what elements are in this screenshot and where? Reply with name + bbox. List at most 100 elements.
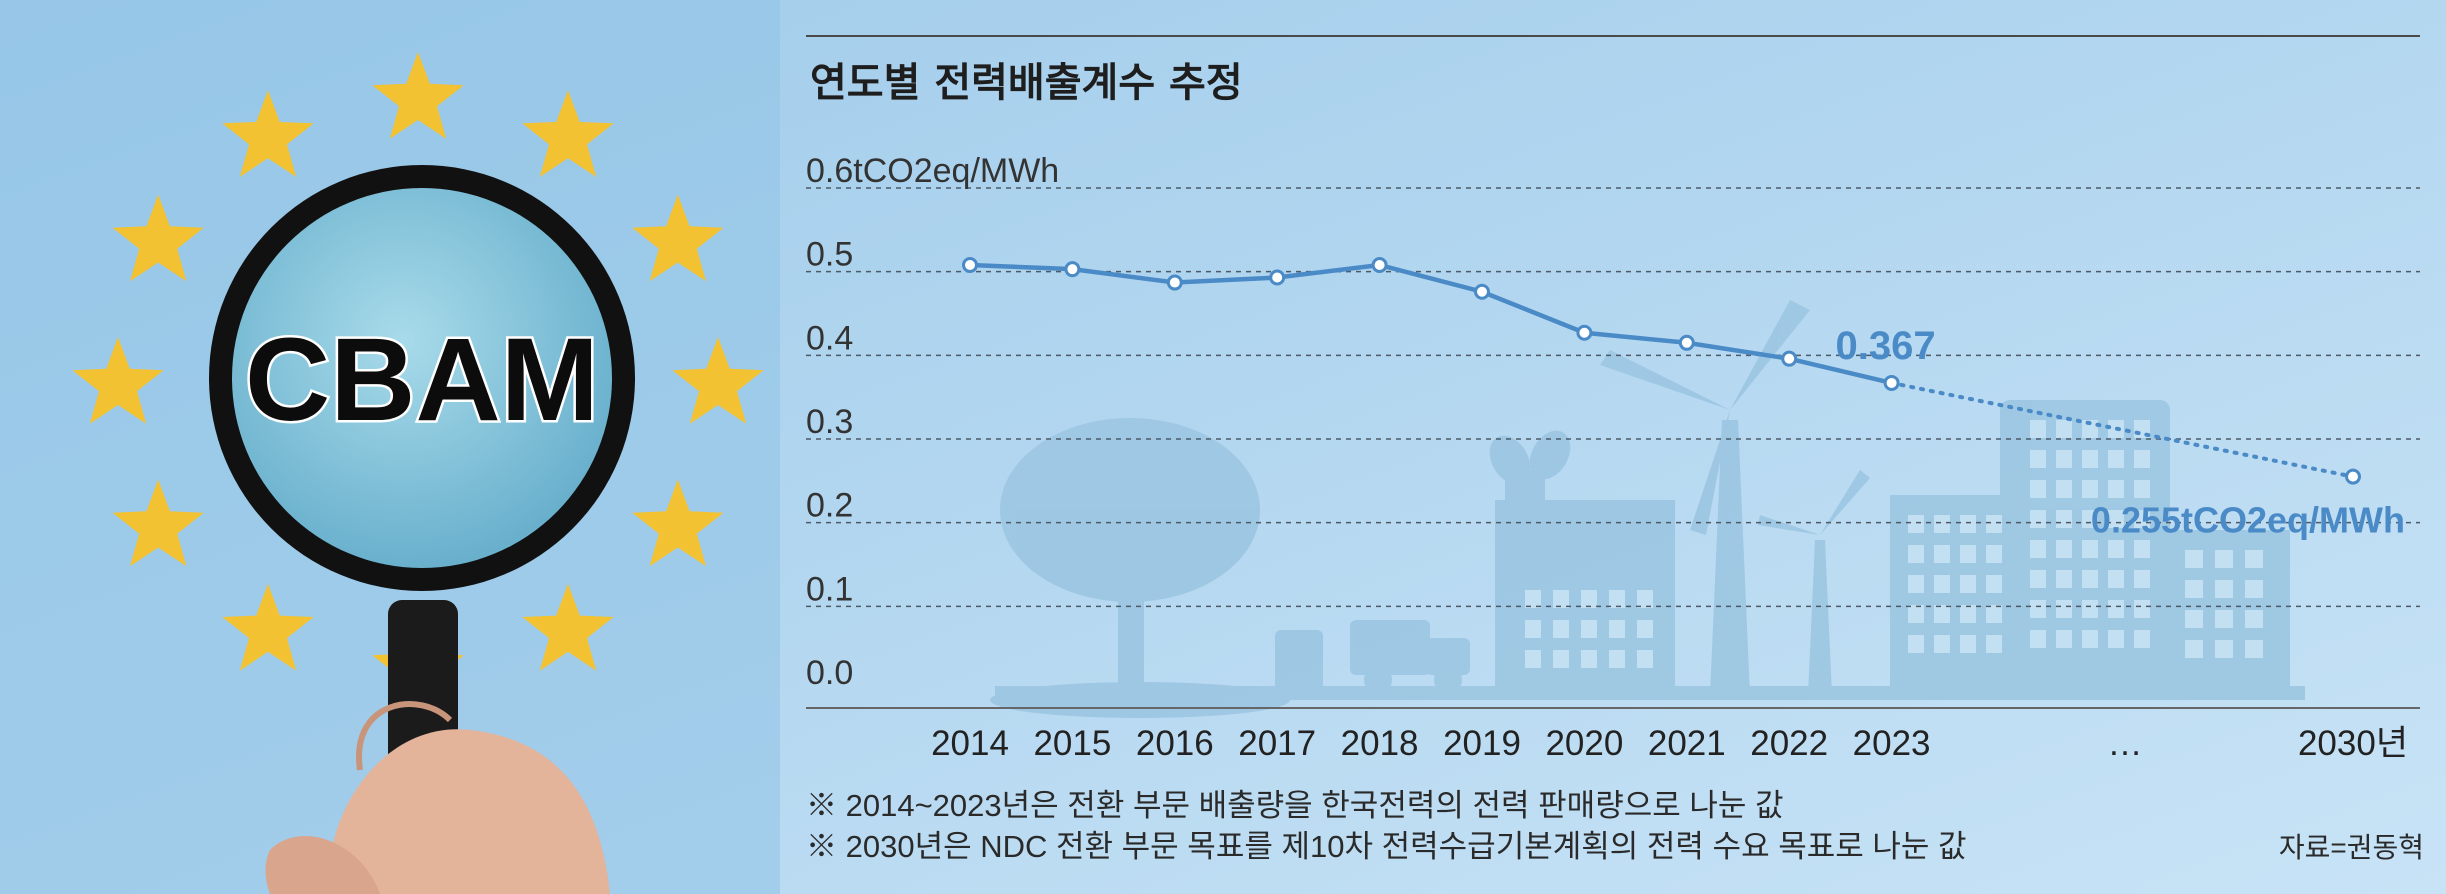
eu-star-icon (522, 583, 614, 671)
turbine-tower (1710, 420, 1750, 695)
chart-title: 연도별 전력배출계수 추정 (810, 60, 1243, 106)
x-tick-label: … (2108, 724, 2143, 763)
ev-charger (1275, 630, 1323, 695)
series-line-projected (1889, 380, 2355, 479)
building-window (2215, 640, 2233, 658)
data-point (1576, 324, 1593, 341)
y-tick-label: 0.5 (806, 236, 853, 274)
data-point (1883, 374, 1900, 391)
building-window (2056, 480, 2072, 498)
cbam-text: CBAM (245, 314, 599, 446)
ground (995, 686, 2305, 700)
y-tick-label: 0.6tCO2eq/MWh (806, 152, 1059, 190)
small-turbine-blade-1 (1820, 470, 1870, 535)
building-window (2245, 550, 2263, 568)
grid (806, 187, 2420, 608)
building-window (2082, 570, 2098, 588)
building-window (2134, 630, 2150, 648)
building-window (2056, 420, 2072, 438)
eu-star-icon (222, 583, 314, 671)
building-window (2185, 550, 2203, 568)
truck-body (1350, 620, 1430, 675)
building-window (2030, 420, 2046, 438)
eu-star-icon (672, 337, 764, 424)
building-window (2030, 600, 2046, 618)
annotation-2023: 0.367 (1836, 324, 1936, 368)
building-window (1525, 590, 1541, 608)
truck-cab (1425, 638, 1470, 675)
x-tick-label: 2014 (931, 724, 1009, 763)
building-window (2030, 630, 2046, 648)
building-window (2056, 570, 2072, 588)
building-window (1908, 575, 1924, 593)
building-window (1581, 650, 1597, 668)
series-line-actual (969, 262, 1893, 386)
building-window (1934, 575, 1950, 593)
small-turbine-tower (1808, 540, 1832, 695)
x-tick-label: 2019 (1443, 724, 1521, 763)
building-window (2082, 630, 2098, 648)
eu-star-icon (632, 194, 724, 282)
building-window (1934, 605, 1950, 623)
building-window (2056, 540, 2072, 558)
source-label: 자료=권동혁 (2279, 832, 2424, 863)
turbine-blade-2 (1600, 350, 1730, 410)
eu-star-icon (72, 337, 164, 424)
data-point (1269, 269, 1286, 286)
building-window (1609, 590, 1625, 608)
building-window (2056, 450, 2072, 468)
building-window (1960, 545, 1976, 563)
city-silhouette (990, 300, 2305, 718)
x-tick-label: 2020 (1545, 724, 1623, 763)
building-window (1960, 605, 1976, 623)
building-window (1609, 650, 1625, 668)
data-point (2345, 468, 2361, 485)
building-window (1960, 635, 1976, 653)
building-window (1525, 650, 1541, 668)
building-window (2056, 600, 2072, 618)
x-tick-label: 2015 (1033, 724, 1111, 763)
building-window (2134, 600, 2150, 618)
building-window (2245, 580, 2263, 598)
data-point (1781, 350, 1798, 367)
note-2: ※ 2030년은 NDC 전환 부문 목표를 제10차 전력수급기본계획의 전력… (806, 829, 1967, 864)
leaf-right (1529, 430, 1571, 480)
building-window (2245, 640, 2263, 658)
data-point (962, 256, 978, 273)
small-turbine-blade-2 (1758, 515, 1820, 535)
y-tick-label: 0.0 (806, 654, 853, 692)
y-tick-label: 0.1 (806, 570, 853, 608)
building-window (2185, 640, 2203, 658)
eu-star-icon (222, 90, 314, 177)
building-window (2134, 510, 2150, 528)
building-window (1908, 545, 1924, 563)
building-window (1908, 605, 1924, 623)
building-window (2082, 510, 2098, 528)
data-point (1474, 283, 1490, 300)
building-window (1960, 575, 1976, 593)
data-point (1064, 261, 1081, 278)
building-window (1908, 515, 1924, 533)
building-window (2030, 510, 2046, 528)
note-1: ※ 2014~2023년은 전환 부문 배출량을 한국전력의 전력 판매량으로 … (806, 788, 1784, 823)
x-tick-label: 2017 (1238, 724, 1316, 763)
building-window (2134, 570, 2150, 588)
building-window (1986, 545, 2002, 563)
building-window (2134, 480, 2150, 498)
eu-star-icon (522, 90, 614, 177)
building-window (1934, 545, 1950, 563)
series (962, 256, 2361, 485)
eu-star-icon (112, 479, 204, 567)
building-window (1986, 515, 2002, 533)
building-window (2245, 610, 2263, 628)
building-window (2134, 540, 2150, 558)
y-tick-label: 0.4 (806, 319, 853, 357)
building-window (1637, 620, 1653, 638)
building-window (1581, 590, 1597, 608)
building-window (1637, 590, 1653, 608)
building-window (1986, 635, 2002, 653)
building-window (1960, 515, 1976, 533)
x-tick-label: 2018 (1341, 724, 1419, 763)
y-axis: 0.0 0.1 0.2 0.3 0.4 0.5 0.6tCO2eq/MWh (806, 152, 1059, 692)
hand-finger (265, 836, 380, 894)
